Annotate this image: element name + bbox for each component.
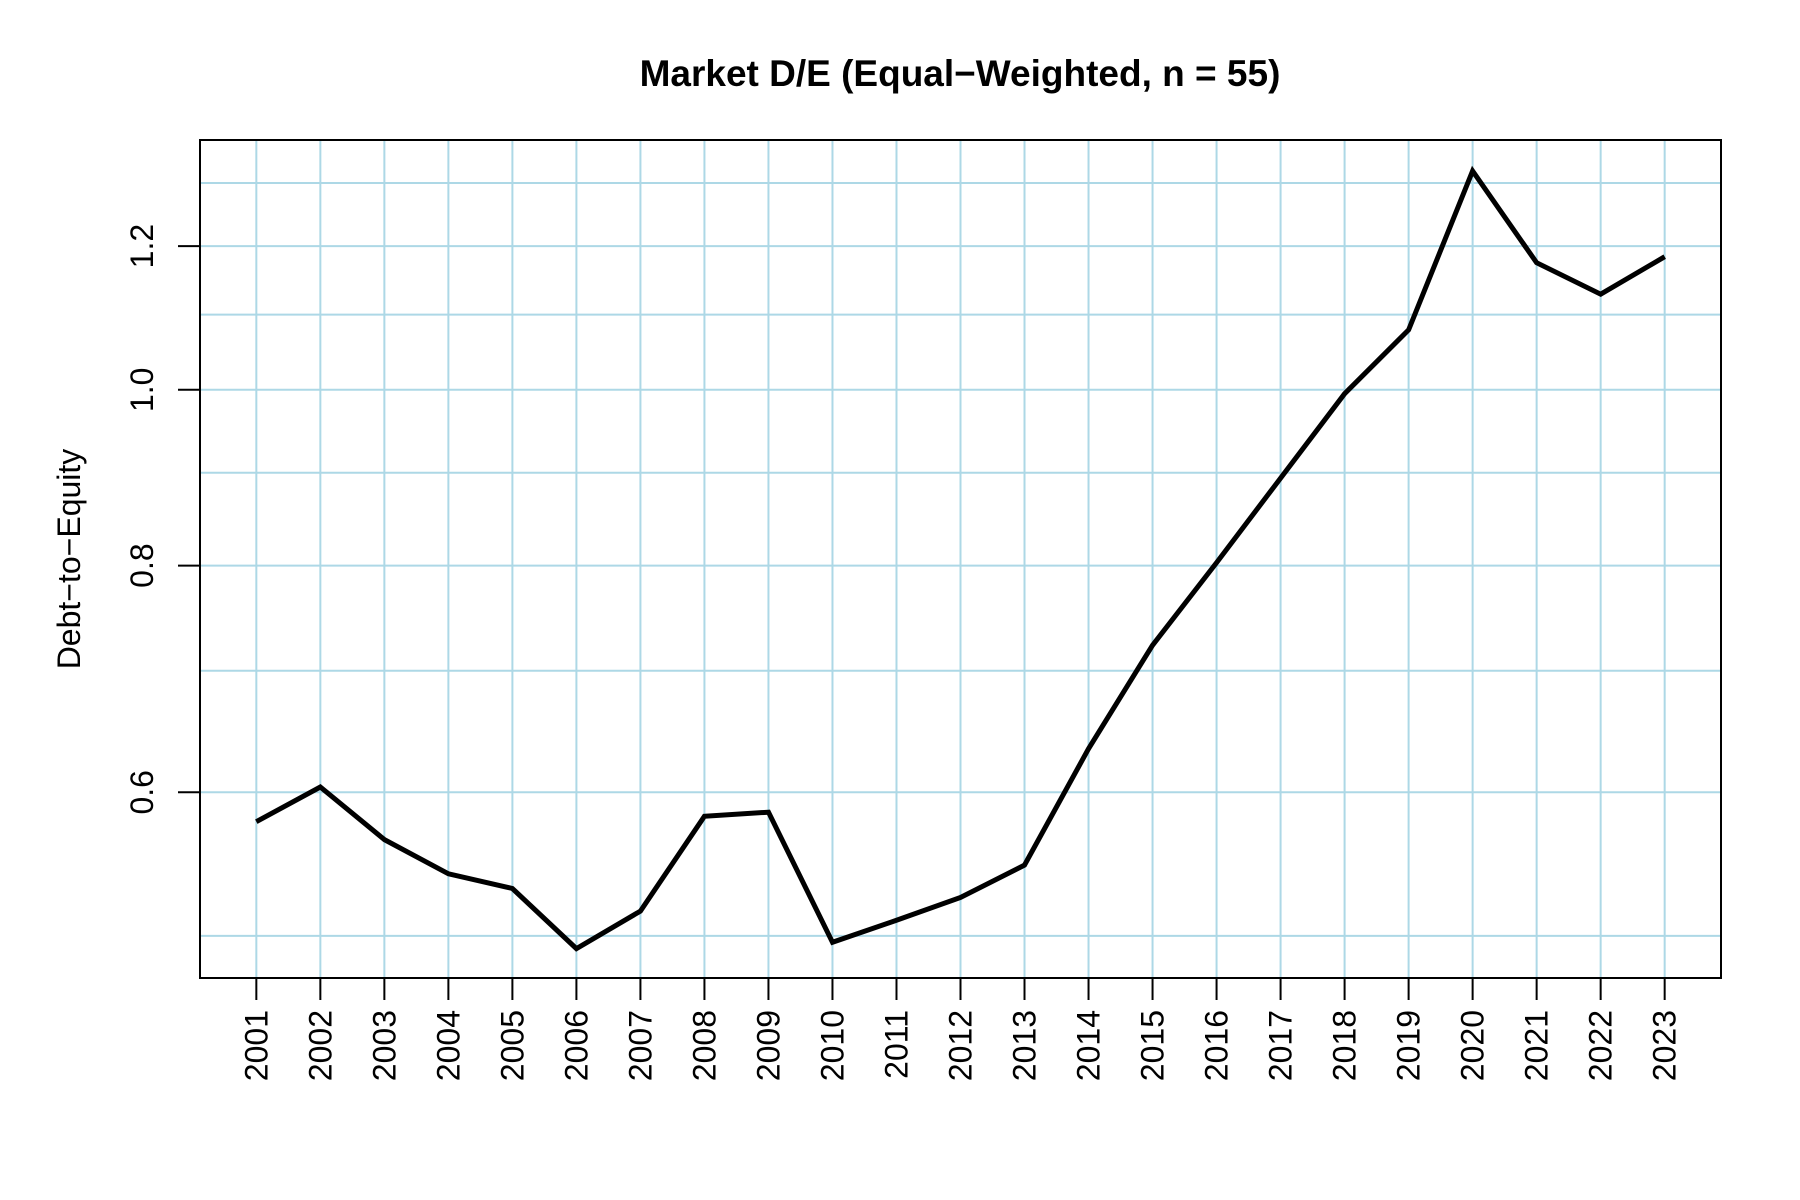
y-axis-tick-labels: 0.6 0.8 1.0 1.2 bbox=[124, 224, 160, 815]
x-tick-label: 2010 bbox=[814, 1010, 850, 1081]
y-tick-label: 0.6 bbox=[124, 770, 160, 814]
y-tick-label: 1.0 bbox=[124, 368, 160, 412]
y-tick-label: 1.2 bbox=[124, 224, 160, 268]
x-axis-tick-labels: 2001 2002 2003 2004 2005 2006 2007 2008 2009 2010… bbox=[238, 1010, 1682, 1081]
x-tick-label: 2019 bbox=[1391, 1010, 1427, 1081]
x-tick-label: 2016 bbox=[1199, 1010, 1235, 1081]
data-series-line bbox=[255, 165, 1666, 952]
x-tick-label: 2001 bbox=[238, 1010, 274, 1081]
x-tick-label: 2011 bbox=[878, 1010, 914, 1079]
x-axis-ticks bbox=[255, 978, 1666, 1000]
y-axis-label: Debt−to−Equity bbox=[51, 449, 87, 670]
x-tick-label: 2009 bbox=[750, 1010, 786, 1081]
y-axis-ticks bbox=[178, 245, 200, 794]
x-tick-label: 2008 bbox=[686, 1010, 722, 1081]
x-tick-label: 2018 bbox=[1327, 1010, 1363, 1081]
chart-title: Market D/E (Equal−Weighted, n = 55) bbox=[640, 53, 1281, 94]
x-tick-label: 2020 bbox=[1455, 1010, 1491, 1081]
y-axis-label-group: Debt−to−Equity bbox=[51, 449, 87, 670]
x-tick-label: 2002 bbox=[302, 1010, 338, 1081]
x-tick-label: 2021 bbox=[1519, 1010, 1555, 1081]
x-tick-label: 2022 bbox=[1583, 1010, 1619, 1081]
x-tick-label: 2012 bbox=[943, 1010, 979, 1081]
x-tick-label: 2003 bbox=[366, 1010, 402, 1081]
x-tick-label: 2013 bbox=[1007, 1010, 1043, 1081]
x-tick-label: 2014 bbox=[1071, 1010, 1107, 1081]
x-tick-label: 2007 bbox=[622, 1010, 658, 1081]
x-tick-label: 2015 bbox=[1135, 1010, 1171, 1081]
x-tick-label: 2004 bbox=[430, 1010, 466, 1081]
x-tick-label: 2023 bbox=[1647, 1010, 1683, 1081]
x-tick-label: 2005 bbox=[494, 1010, 530, 1081]
y-tick-label: 0.8 bbox=[124, 543, 160, 587]
vertical-gridlines bbox=[255, 140, 1666, 978]
x-tick-label: 2017 bbox=[1263, 1010, 1299, 1081]
x-tick-label: 2006 bbox=[558, 1010, 594, 1081]
